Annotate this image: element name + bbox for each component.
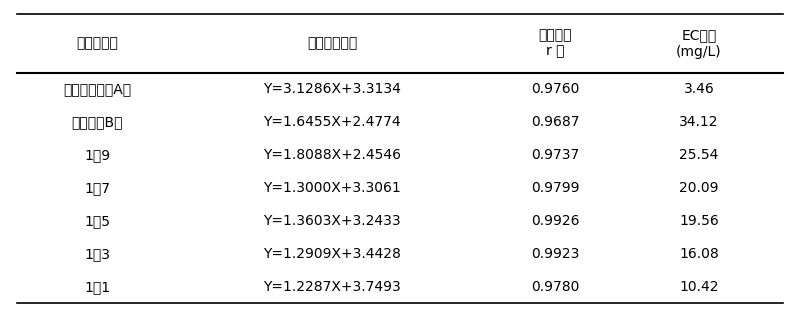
Text: 0.9737: 0.9737	[531, 148, 579, 162]
Text: 毒力回归方程: 毒力回归方程	[307, 36, 358, 51]
Text: 0.9780: 0.9780	[531, 280, 580, 294]
Text: Y=1.3603X+3.2433: Y=1.3603X+3.2433	[263, 214, 401, 228]
Text: 0.9799: 0.9799	[531, 181, 580, 195]
Text: 19.56: 19.56	[679, 214, 719, 228]
Text: 0.9923: 0.9923	[531, 247, 580, 261]
Text: 10.42: 10.42	[679, 280, 718, 294]
Text: 1：5: 1：5	[84, 214, 110, 228]
Text: Y=1.3000X+3.3061: Y=1.3000X+3.3061	[263, 181, 401, 195]
Text: Y=1.8088X+2.4546: Y=1.8088X+2.4546	[263, 148, 402, 162]
Text: EC５０
(mg/L): EC５０ (mg/L)	[676, 28, 722, 58]
Text: 16.08: 16.08	[679, 247, 719, 261]
Text: 0.9760: 0.9760	[531, 82, 580, 96]
Text: 0.9687: 0.9687	[531, 115, 580, 129]
Text: 吡唑醚菌酯（A）: 吡唑醚菌酯（A）	[63, 82, 131, 96]
Text: 相关系数
r 值: 相关系数 r 值	[538, 28, 572, 58]
Text: Y=3.1286X+3.3134: Y=3.1286X+3.3134	[263, 82, 401, 96]
Text: 1：9: 1：9	[84, 148, 110, 162]
Text: 25.54: 25.54	[679, 148, 718, 162]
Text: 1：7: 1：7	[84, 181, 110, 195]
Text: 1：3: 1：3	[84, 247, 110, 261]
Text: Y=1.2909X+3.4428: Y=1.2909X+3.4428	[263, 247, 401, 261]
Text: 0.9926: 0.9926	[531, 214, 580, 228]
Text: 药剂质量比: 药剂质量比	[76, 36, 118, 51]
Text: 34.12: 34.12	[679, 115, 718, 129]
Text: 3.46: 3.46	[683, 82, 714, 96]
Text: Y=1.2287X+3.7493: Y=1.2287X+3.7493	[263, 280, 401, 294]
Text: Y=1.6455X+2.4774: Y=1.6455X+2.4774	[263, 115, 401, 129]
Text: 丙森锌（B）: 丙森锌（B）	[71, 115, 123, 129]
Text: 1：1: 1：1	[84, 280, 110, 294]
Text: 20.09: 20.09	[679, 181, 718, 195]
